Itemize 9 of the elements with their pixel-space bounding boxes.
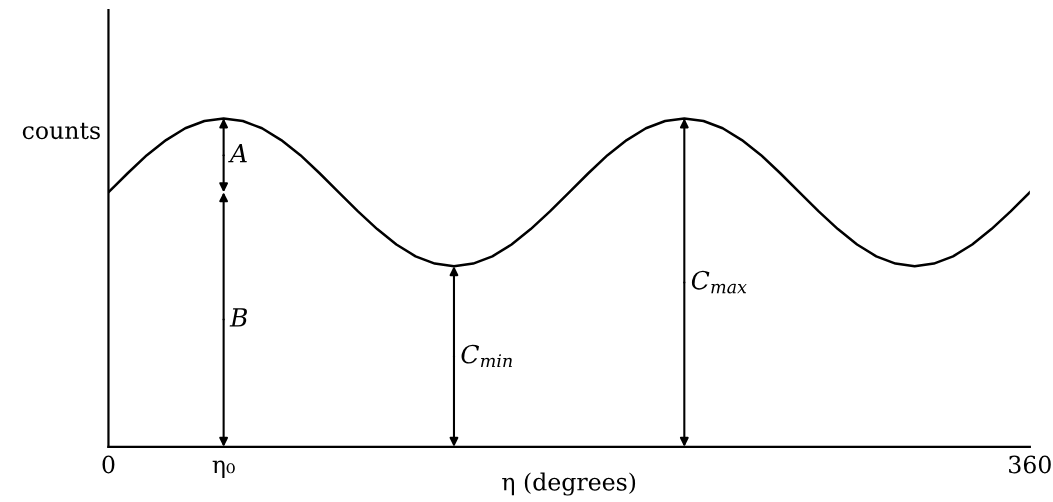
annotation: C$_{min}$ — [461, 344, 512, 368]
annotation: A — [228, 144, 247, 163]
annotation: C$_{max}$ — [691, 270, 747, 294]
y-axis-title: counts — [22, 122, 100, 140]
x-tick-label: η₀ — [212, 460, 235, 478]
x-tick-label: 0 — [102, 455, 115, 474]
x-axis-title: η (degrees) — [502, 472, 636, 496]
annotation: B — [229, 308, 247, 327]
x-tick-label: 360 — [1009, 455, 1051, 474]
